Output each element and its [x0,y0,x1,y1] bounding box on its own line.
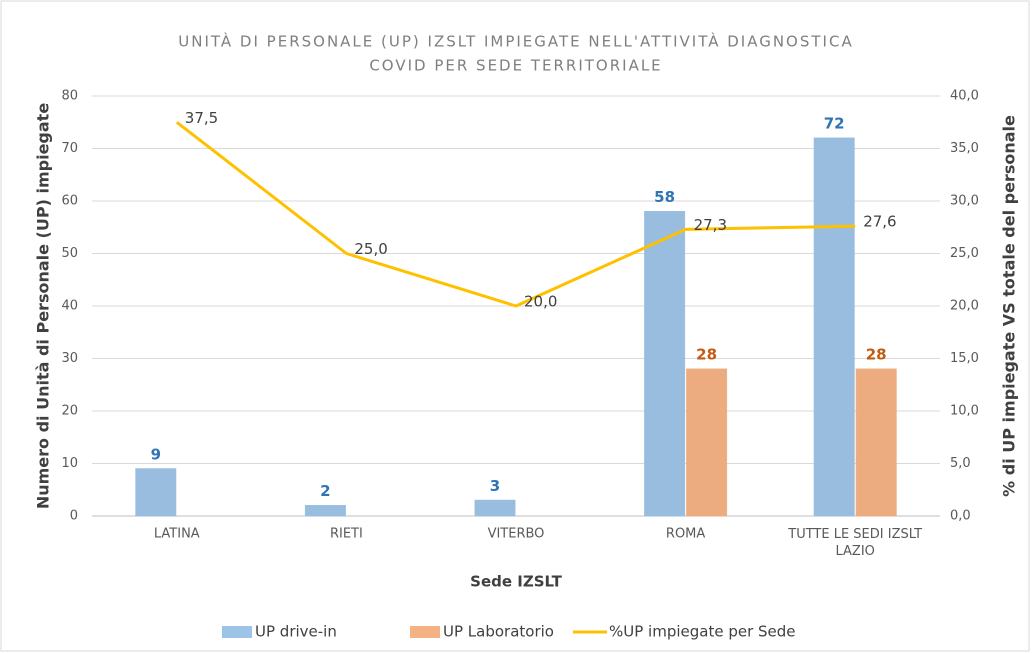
x-tick-label: VITERBO [488,527,545,542]
bar [135,468,177,517]
line-value-label: 37,5 [185,109,218,127]
y2-tick-label: 5,0 [950,456,971,471]
y-tick-label: 20 [61,404,78,419]
bar-value-label: 58 [654,188,675,206]
legend-label: %UP impiegate per Sede [609,623,796,641]
bar-value-label: 3 [490,477,500,495]
legend-swatch [222,626,252,638]
y2-tick-label: 30,0 [950,194,979,209]
line-value-label: 27,3 [694,216,727,234]
bar [813,137,855,517]
line [175,121,856,308]
bar [686,368,728,517]
bar [304,505,346,517]
chart-title: UNITÀ DI PERSONALE (UP) IZSLT IMPIEGATE … [178,32,853,51]
y2-tick-label: 25,0 [950,246,979,261]
y-tick-label: 50 [61,246,78,261]
y2-tick-label: 0,0 [950,509,971,524]
y2-tick-label: 20,0 [950,299,979,314]
y-axis-label: Numero di Unità di Personale (UP) impieg… [34,103,53,509]
y-tick-label: 70 [61,141,78,156]
line-value-label: 25,0 [354,240,387,258]
x-tick-label-line: LAZIO [835,544,874,559]
y-tick-label: 80 [61,89,78,104]
y-tick-label: 10 [61,456,78,471]
y2-tick-label: 15,0 [950,351,979,366]
line-value-label: 27,6 [863,213,896,231]
y-tick-label: 60 [61,194,78,209]
bar-value-label: 2 [320,482,330,500]
x-axis-label: Sede IZSLT [470,573,562,591]
y-tick-label: 0 [70,509,78,524]
x-tick-label-line: TUTTE LE SEDI IZSLT [787,527,922,542]
bar-value-label: 72 [824,115,845,133]
legend-label: UP drive-in [255,623,337,641]
chart-title: COVID PER SEDE TERRITORIALE [369,57,662,75]
bar [474,499,516,517]
y-tick-label: 40 [61,299,78,314]
bar-value-label: 28 [696,346,717,364]
x-tick-label: ROMA [666,527,705,542]
bar-value-label: 28 [866,346,887,364]
x-tick-label: LATINA [154,527,200,542]
y2-tick-label: 35,0 [950,141,979,156]
bar [855,368,897,517]
legend-label: UP Laboratorio [443,623,554,641]
x-tick-label: TUTTE LE SEDI IZSLT LAZIO [787,527,922,559]
bar-value-label: 9 [151,445,161,463]
legend-swatch [410,626,440,638]
y2-tick-label: 40,0 [950,89,979,104]
bar [644,211,686,517]
y2-axis-label: % di UP impiegate VS totale del personal… [1000,115,1019,497]
y-tick-label: 30 [61,351,78,366]
line-value-label: 20,0 [524,293,557,311]
x-tick-label: RIETI [330,527,363,542]
y2-tick-label: 10,0 [950,404,979,419]
